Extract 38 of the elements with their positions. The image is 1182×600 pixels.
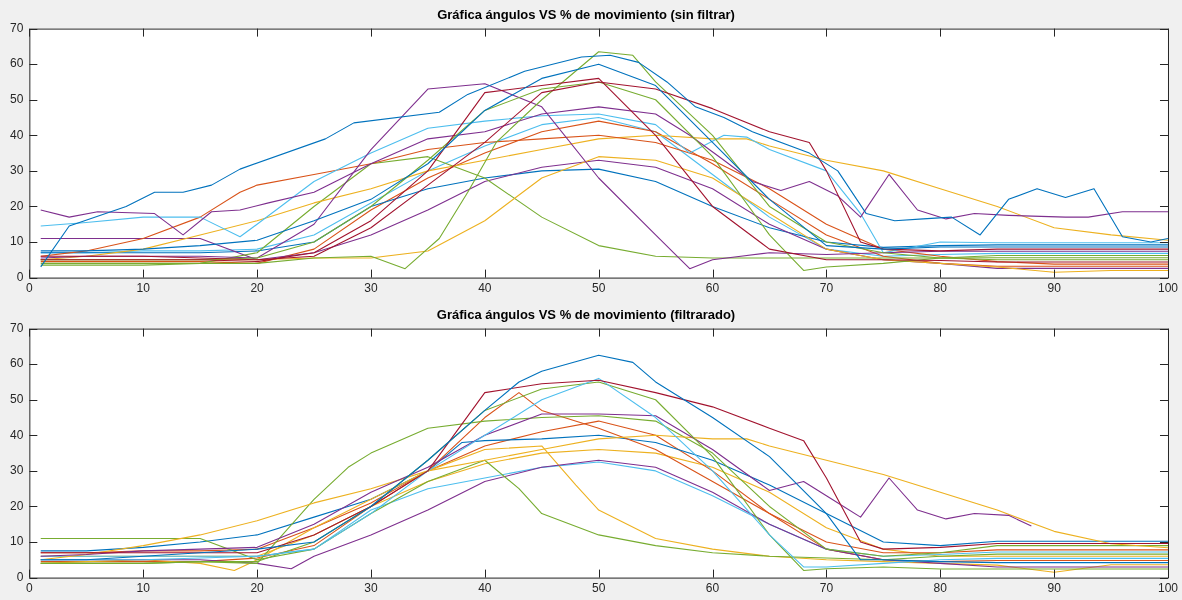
y-tick-label: 50	[9, 92, 24, 107]
x-tick-label: 30	[364, 281, 378, 296]
x-tick-label: 90	[1047, 581, 1062, 596]
y-tick-label: 0	[16, 569, 24, 584]
x-tick-label: 20	[250, 581, 265, 596]
x-tick-label: 10	[136, 281, 151, 296]
x-tick-label: 40	[478, 281, 492, 296]
x-tick-label: 60	[705, 581, 720, 596]
x-tick-label: 70	[819, 581, 834, 596]
y-tick-label: 10	[9, 534, 24, 549]
y-tick-label: 30	[9, 163, 24, 178]
x-tick-label: 60	[705, 281, 720, 296]
y-tick-label: 20	[9, 198, 24, 213]
y-tick-label: 40	[9, 427, 24, 442]
x-tick-label: 90	[1047, 281, 1062, 296]
y-tick-label: 0	[16, 269, 24, 284]
x-tick-label: 20	[250, 281, 265, 296]
x-tick-label: 80	[933, 281, 948, 296]
x-tick-label: 70	[819, 281, 834, 296]
y-tick-label: 50	[9, 392, 24, 407]
x-tick-label: 80	[933, 581, 948, 596]
chart-title: Gráfica ángulos VS % de movimiento (sin filtrar)	[437, 7, 735, 23]
y-tick-label: 60	[9, 56, 24, 71]
x-tick-label: 50	[591, 581, 606, 596]
x-tick-label: 10	[136, 581, 151, 596]
y-tick-label: 30	[9, 463, 24, 478]
y-tick-label: 10	[9, 234, 24, 249]
x-tick-label: 40	[478, 581, 492, 596]
y-tick-label: 60	[9, 356, 24, 371]
x-tick-label: 100	[1157, 581, 1179, 596]
x-tick-label: 100	[1157, 281, 1179, 296]
y-tick-label: 70	[9, 320, 24, 335]
y-tick-label: 70	[9, 20, 24, 35]
y-tick-label: 20	[9, 498, 24, 513]
x-tick-label: 50	[591, 281, 606, 296]
x-tick-label: 30	[364, 581, 378, 596]
y-tick-label: 40	[9, 127, 24, 142]
chart-title: Gráfica ángulos VS % de movimiento (filtrarado)	[436, 307, 736, 323]
